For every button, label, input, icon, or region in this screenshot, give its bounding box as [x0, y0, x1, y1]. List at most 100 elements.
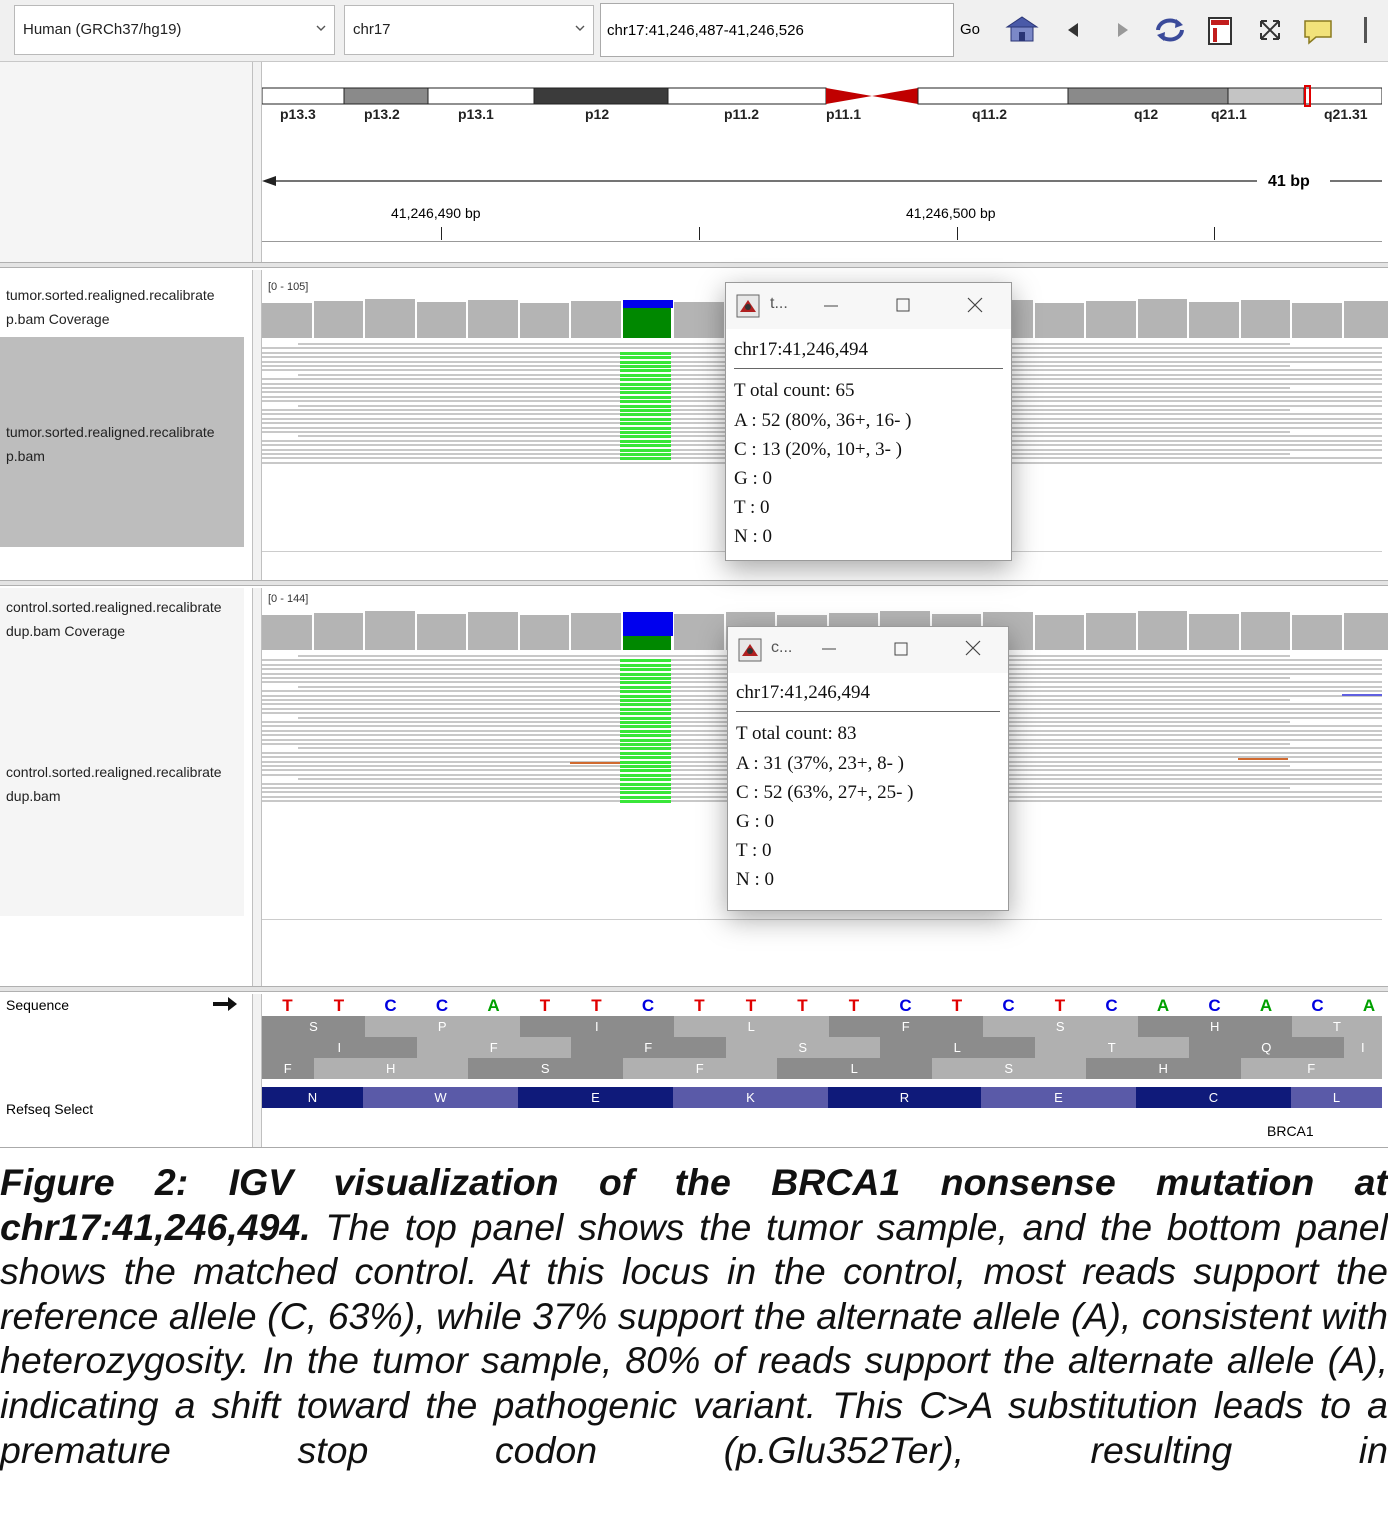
coverage-bar[interactable]	[1240, 300, 1292, 338]
back-arrow-icon[interactable]	[1058, 10, 1094, 50]
coverage-bar[interactable]	[1240, 612, 1292, 650]
coverage-bar[interactable]	[262, 303, 314, 338]
coverage-bar[interactable]	[416, 302, 468, 338]
panel-divider[interactable]	[252, 62, 262, 262]
coverage-bar[interactable]	[262, 615, 314, 650]
fit-to-window-icon[interactable]	[1252, 10, 1288, 50]
amino-acid: L	[880, 1037, 1035, 1058]
maximize-icon[interactable]	[892, 640, 910, 658]
panel-separator[interactable]	[0, 580, 1388, 586]
tumor-bam-track-name[interactable]: tumor.sorted.realigned.recalibrate p.bam	[6, 420, 250, 468]
band-label: p11.2	[724, 106, 760, 122]
coverage-bar[interactable]	[519, 615, 571, 650]
panel-divider[interactable]	[252, 994, 262, 1148]
coverage-bar[interactable]	[1292, 303, 1344, 338]
strand-arrow-icon[interactable]	[212, 996, 238, 1012]
mismatch-base	[620, 734, 671, 738]
sequence-track-name[interactable]: Sequence	[6, 997, 70, 1013]
exon-amino-acid: N	[262, 1087, 363, 1108]
coverage-bar[interactable]	[365, 299, 417, 338]
band-label: q11.2	[972, 106, 1008, 122]
mismatch-base	[620, 453, 671, 456]
coverage-bar[interactable]	[313, 301, 365, 338]
coverage-bar[interactable]	[1034, 615, 1086, 650]
tumor-coverage-track-name[interactable]: tumor.sorted.realigned.recalibrate p.bam…	[6, 283, 250, 331]
popup-titlebar[interactable]: c...	[728, 627, 1008, 673]
coverage-bar[interactable]	[1343, 613, 1388, 650]
panel-separator[interactable]	[0, 262, 1388, 268]
coverage-bar[interactable]	[1189, 614, 1241, 650]
coverage-bar[interactable]	[674, 302, 726, 338]
mismatch-base	[620, 681, 671, 685]
mismatch-base	[620, 699, 671, 702]
exon-amino-acid: K	[673, 1087, 828, 1108]
panel-divider[interactable]	[252, 270, 262, 580]
mismatch-base	[620, 707, 671, 711]
mismatch-base	[620, 725, 671, 729]
mismatch-base	[620, 356, 671, 360]
amino-acid: F	[1240, 1058, 1382, 1079]
sequence-base: A	[1362, 996, 1376, 1015]
coverage-bar[interactable]	[313, 613, 365, 650]
mismatch-base	[620, 663, 671, 667]
home-icon[interactable]	[1004, 10, 1040, 50]
minimize-icon[interactable]	[822, 297, 840, 315]
coverage-bar[interactable]	[1137, 611, 1189, 650]
control-coverage-track-name[interactable]: control.sorted.realigned.recalibratе dup…	[6, 595, 250, 643]
coverage-bar[interactable]	[1292, 615, 1344, 650]
popup-count-g: G : 0	[734, 468, 772, 489]
control-allele-popup[interactable]: c... chr17:41,246,494 T otal count: 83 A…	[727, 626, 1009, 911]
chromosome-select[interactable]: chr17	[344, 5, 594, 55]
mismatch-base	[620, 382, 671, 386]
close-icon[interactable]	[966, 296, 984, 314]
track-divider	[262, 919, 1382, 920]
forward-arrow-icon[interactable]	[1106, 10, 1142, 50]
coverage-bar[interactable]	[571, 301, 623, 338]
sequence-base: C	[1311, 996, 1324, 1015]
track-name-line: control.sorted.realigned.recalibratе	[6, 764, 222, 780]
popup-titlebar[interactable]: t...	[726, 283, 1011, 329]
mismatch-base	[620, 369, 671, 373]
maximize-icon[interactable]	[894, 296, 912, 314]
coverage-bar[interactable]	[468, 612, 520, 650]
close-icon[interactable]	[964, 639, 982, 657]
panel-divider[interactable]	[252, 588, 262, 986]
control-bam-track-name[interactable]: control.sorted.realigned.recalibratе dup…	[6, 760, 250, 808]
popup-text-icon[interactable]	[1300, 10, 1336, 50]
mismatch-base	[620, 400, 671, 404]
tumor-allele-popup[interactable]: t... chr17:41,246,494 T otal count: 65 A…	[725, 282, 1012, 561]
gene-name: BRCA1	[1267, 1123, 1314, 1139]
coverage-bar[interactable]	[468, 300, 520, 338]
amino-acid: I	[519, 1016, 674, 1037]
amino-acid: S	[725, 1037, 880, 1058]
go-button[interactable]: Go	[960, 21, 981, 38]
chromosome-ideogram[interactable]	[262, 84, 1382, 124]
coverage-bar[interactable]	[365, 611, 417, 650]
locus-input[interactable]: chr17:41,246,487-41,246,526	[600, 3, 954, 57]
coverage-bar[interactable]	[416, 614, 468, 650]
refseq-track-name[interactable]: Refseq Select	[6, 1101, 94, 1117]
window-bottom-border	[0, 1147, 1388, 1148]
popup-separator	[736, 711, 1000, 712]
region-navigator-icon[interactable]	[1202, 10, 1238, 50]
coverage-bar[interactable]	[1086, 301, 1138, 338]
minimize-icon[interactable]	[820, 640, 838, 658]
genome-value: Human (GRCh37/hg19)	[23, 21, 182, 38]
mismatch-base	[1342, 694, 1382, 696]
sequence-base: T	[951, 996, 963, 1015]
mismatch-base	[620, 694, 671, 698]
coverage-bar[interactable]	[1034, 303, 1086, 338]
coverage-bar[interactable]	[1189, 302, 1241, 338]
coverage-bar[interactable]	[519, 303, 571, 338]
panel-separator[interactable]	[0, 986, 1388, 992]
track-name-line: p.bam Coverage	[6, 311, 110, 327]
coverage-bar[interactable]	[1137, 299, 1189, 338]
mismatch-base	[620, 659, 671, 663]
coverage-bar[interactable]	[571, 613, 623, 650]
coverage-bar[interactable]	[1086, 613, 1138, 650]
popup-count-a: A : 31 (37%, 23+, 8- )	[736, 753, 904, 774]
refresh-icon[interactable]	[1152, 10, 1188, 50]
genome-select[interactable]: Human (GRCh37/hg19)	[14, 5, 335, 55]
coverage-bar[interactable]	[1343, 301, 1388, 338]
coverage-bar[interactable]	[674, 614, 726, 650]
